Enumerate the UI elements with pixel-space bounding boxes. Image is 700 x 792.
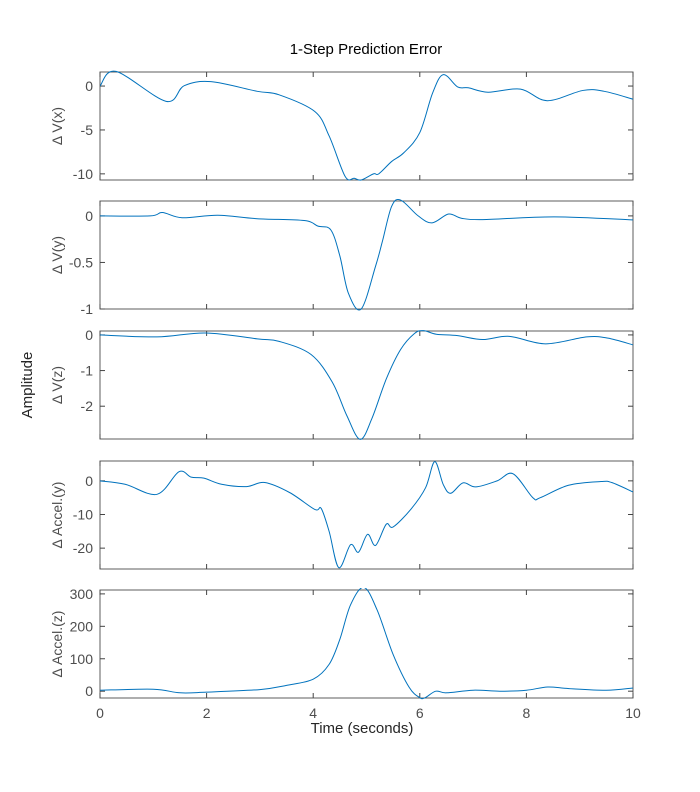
y-tick-label: 100 bbox=[70, 651, 94, 667]
series-line bbox=[100, 199, 633, 311]
y-axis-label: Δ Accel.(y) bbox=[49, 482, 65, 549]
y-axis-label: Δ V(z) bbox=[49, 366, 65, 404]
y-tick-label: 0 bbox=[85, 208, 93, 224]
x-axis-label: Time (seconds) bbox=[311, 720, 414, 737]
x-tick-label: 10 bbox=[625, 705, 641, 721]
y-tick-label: -1 bbox=[81, 363, 94, 379]
axes-box bbox=[99, 330, 634, 440]
series-line bbox=[100, 588, 633, 700]
chart-title: 1-Step Prediction Error bbox=[290, 41, 443, 58]
axes-box bbox=[99, 200, 634, 310]
axes-box bbox=[99, 460, 634, 570]
y-tick-label: -10 bbox=[73, 506, 93, 522]
y-tick-label: -1 bbox=[81, 301, 94, 317]
y-tick-label: 0 bbox=[85, 327, 93, 343]
x-tick-label: 6 bbox=[416, 705, 424, 721]
y-axis-label: Δ V(x) bbox=[49, 107, 65, 145]
y-tick-label: -20 bbox=[73, 540, 93, 556]
y-tick-label: 200 bbox=[70, 618, 94, 634]
subplot-4: 0 -10 -20 Δ Accel.(y) bbox=[49, 460, 634, 570]
y-axis-label: Δ V(y) bbox=[49, 236, 65, 274]
subplot-2: 0 -0.5 -1 Δ V(y) bbox=[49, 199, 634, 317]
shared-y-axis-label: Amplitude bbox=[19, 352, 36, 419]
x-tick-label: 4 bbox=[309, 705, 317, 721]
series-line bbox=[100, 330, 633, 440]
y-tick-label: 300 bbox=[70, 586, 94, 602]
axes-box bbox=[99, 589, 634, 699]
y-tick-label: -2 bbox=[81, 398, 94, 414]
y-tick-label: -0.5 bbox=[69, 254, 93, 270]
series-line bbox=[100, 70, 633, 181]
axes-box bbox=[99, 71, 634, 181]
subplot-3: 0 -1 -2 Δ V(z) bbox=[49, 327, 634, 440]
y-tick-label: -10 bbox=[73, 166, 93, 182]
series-line bbox=[100, 461, 633, 569]
y-tick-label: 0 bbox=[85, 78, 93, 94]
x-tick-label: 0 bbox=[96, 705, 104, 721]
y-tick-label: 0 bbox=[85, 683, 93, 699]
y-axis-label: Δ Accel.(z) bbox=[49, 611, 65, 678]
x-tick-label: 2 bbox=[203, 705, 211, 721]
subplot-1: 0 -5 -10 Δ V(x) bbox=[49, 70, 634, 182]
x-tick-label: 8 bbox=[523, 705, 531, 721]
y-tick-label: -5 bbox=[81, 122, 94, 138]
y-tick-label: 0 bbox=[85, 473, 93, 489]
